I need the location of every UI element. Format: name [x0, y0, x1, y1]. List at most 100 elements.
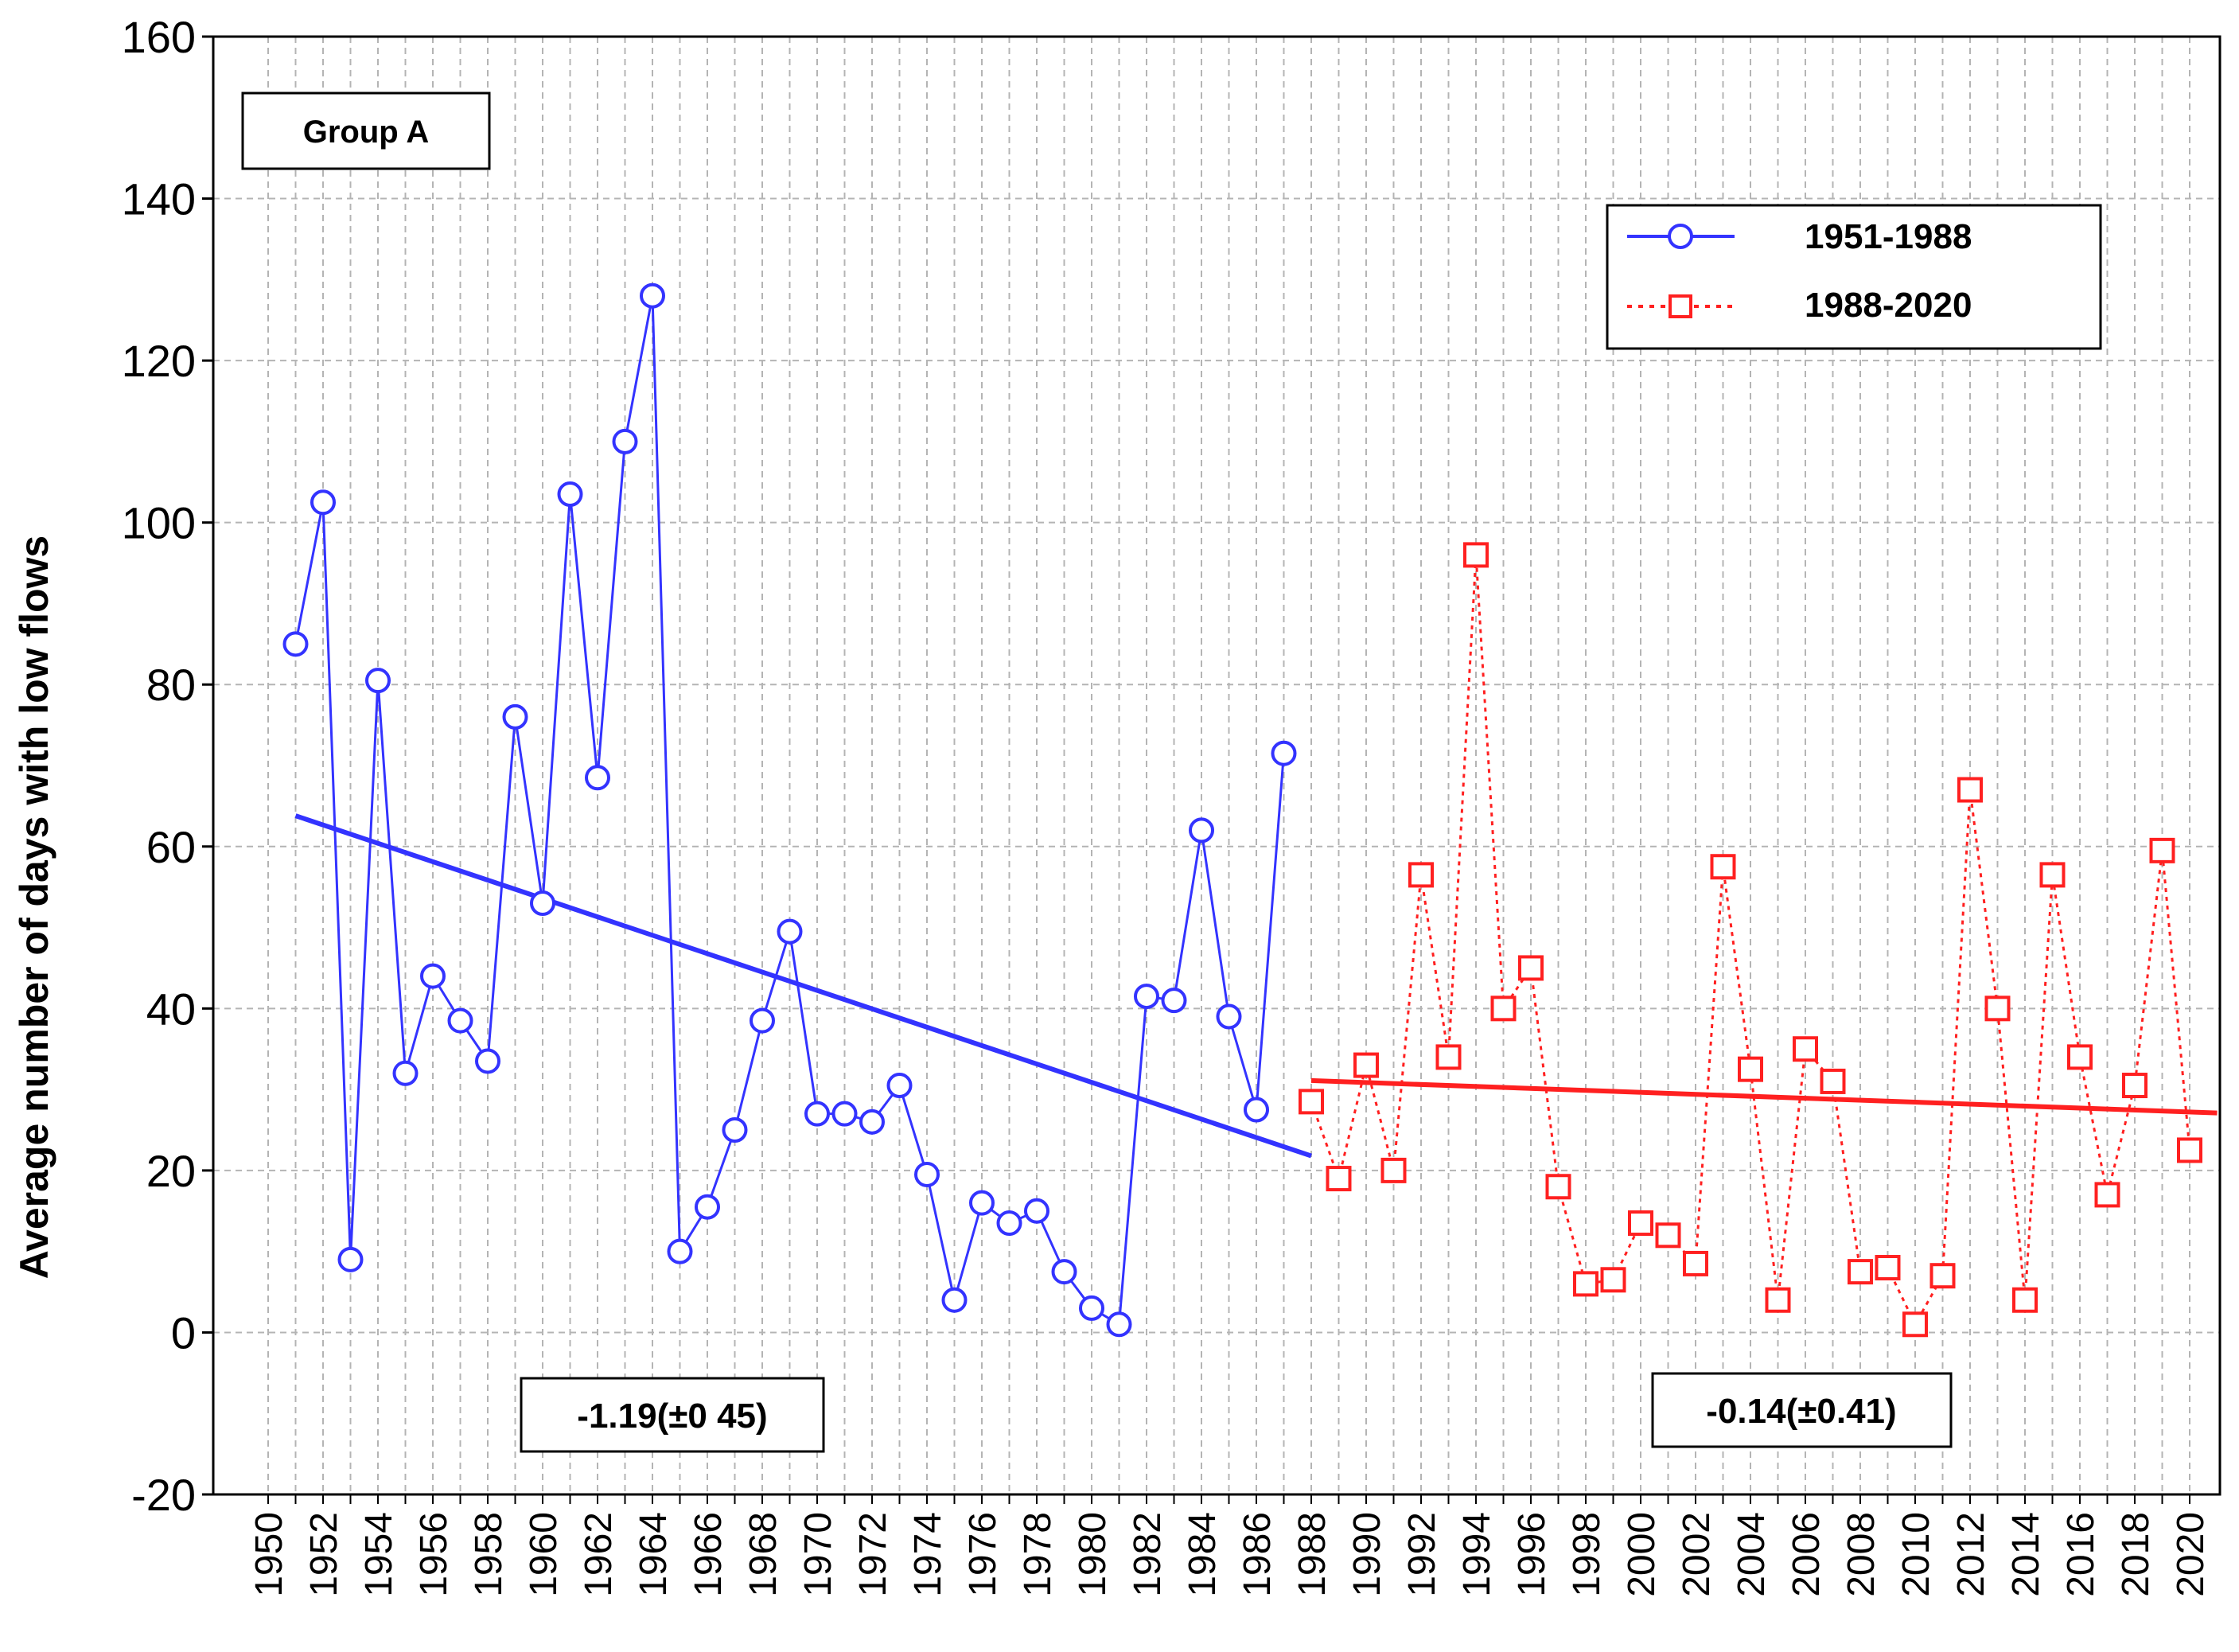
legend-marker-2: [1669, 294, 1692, 318]
data-point: [1463, 542, 1489, 568]
trend-line-1: [294, 813, 1312, 1159]
data-point: [282, 631, 309, 657]
data-point: [914, 1161, 940, 1187]
x-tick-label: 1968: [742, 1512, 785, 1597]
x-tick-label: 1952: [303, 1512, 345, 1597]
data-point: [2039, 862, 2066, 888]
data-point: [941, 1287, 968, 1313]
data-point: [1435, 1044, 1462, 1070]
data-point: [1545, 1174, 1571, 1200]
data-point: [667, 1238, 693, 1264]
x-tick-label: 1980: [1072, 1512, 1114, 1597]
data-point: [1244, 1097, 1269, 1123]
x-axis: 1950 1952 1954 1956 1958 1960 1962 1964 1966 1968…: [248, 1494, 2212, 1597]
x-tick-label: 1966: [687, 1512, 730, 1597]
y-tick-label: 0: [171, 1307, 196, 1358]
y-tick-label: 160: [122, 12, 196, 62]
data-point: [1902, 1311, 1928, 1338]
data-point: [2094, 1182, 2120, 1208]
data-point: [420, 963, 446, 989]
data-point: [502, 703, 528, 730]
y-axis: -20 0 20 40 60 80 100 120 140 160: [122, 12, 213, 1520]
data-point: [1189, 817, 1214, 844]
data-point: [1738, 1056, 1763, 1082]
data-point: [475, 1048, 500, 1074]
data-point: [1600, 1267, 1626, 1293]
y-tick-label: 120: [122, 336, 196, 386]
data-point: [365, 668, 391, 694]
data-point: [612, 428, 638, 454]
data-point: [392, 1060, 419, 1086]
y-tick-label: 40: [146, 984, 196, 1034]
trend-label-1: -1.19(±0 45): [577, 1397, 767, 1436]
x-tick-label: 1990: [1346, 1512, 1388, 1597]
data-point: [777, 918, 803, 945]
y-tick-label: 140: [122, 174, 196, 224]
y-tick-label: 60: [146, 822, 196, 872]
x-tick-label: 1970: [797, 1512, 839, 1597]
x-tick-label: 2000: [1621, 1512, 1663, 1597]
data-point: [2149, 837, 2175, 863]
series-group: [282, 282, 2218, 1338]
series-line-2: [1310, 553, 2191, 1326]
x-tick-label: 1988: [1291, 1512, 1334, 1597]
y-tick-label: -20: [131, 1470, 196, 1520]
data-point: [1573, 1271, 1598, 1297]
trend-box-2: -0.14(±0.41): [1651, 1372, 1953, 1448]
y-tick-label: 20: [146, 1146, 196, 1196]
x-tick-label: 1964: [633, 1512, 675, 1597]
plot-frame: [212, 35, 2221, 1496]
legend-label-1: 1951-1988: [1805, 217, 1972, 256]
x-tick-label: 2006: [1785, 1512, 1828, 1597]
x-tick-label: 1958: [468, 1512, 510, 1597]
data-point: [1326, 1166, 1352, 1192]
x-tick-label: 1996: [1511, 1512, 1553, 1597]
data-point: [1106, 1311, 1132, 1338]
x-tick-label: 1998: [1566, 1512, 1608, 1597]
legend-label-2: 1988-2020: [1805, 286, 1972, 325]
x-tick-label: 1984: [1182, 1512, 1224, 1597]
x-tick-label: 1974: [907, 1512, 949, 1597]
y-tick-label: 100: [122, 498, 196, 548]
trend-box-1-frame: [520, 1377, 825, 1453]
data-point: [1710, 854, 1736, 880]
data-point: [530, 890, 555, 917]
data-point: [1875, 1255, 1901, 1281]
data-point: [1079, 1295, 1104, 1321]
data-point: [1929, 1263, 1956, 1289]
data-point: [1765, 1287, 1791, 1313]
data-point: [640, 282, 665, 309]
trend-box-1: -1.19(±0 45): [520, 1377, 825, 1453]
x-tick-label: 1954: [358, 1512, 400, 1597]
grid: [213, 37, 2220, 1494]
x-tick-label: 2016: [2060, 1512, 2102, 1597]
data-point: [1655, 1222, 1681, 1249]
data-point: [831, 1101, 858, 1127]
data-point: [2067, 1044, 2093, 1070]
data-point: [996, 1210, 1022, 1237]
data-point: [1408, 862, 1434, 888]
data-point: [585, 765, 610, 791]
data-point: [1216, 1003, 1242, 1030]
x-tick-label: 1992: [1401, 1512, 1443, 1597]
x-tick-label: 2020: [2170, 1512, 2212, 1597]
x-tick-label: 1956: [413, 1512, 455, 1597]
data-point: [1161, 988, 1187, 1014]
data-point: [750, 1007, 775, 1034]
data-point: [969, 1190, 995, 1216]
data-point: [804, 1101, 830, 1127]
data-point: [1353, 1052, 1379, 1078]
data-point: [310, 489, 336, 516]
x-tick-label: 1986: [1236, 1512, 1279, 1597]
data-point: [722, 1117, 748, 1143]
data-point: [1051, 1259, 1077, 1285]
x-tick-label: 1976: [962, 1512, 1004, 1597]
data-point: [1134, 984, 1159, 1010]
legend-marker-1: [1668, 224, 1693, 249]
data-point: [859, 1108, 885, 1135]
x-tick-label: 1978: [1017, 1512, 1059, 1597]
data-point: [2012, 1287, 2038, 1313]
group-label-box: Group A: [241, 92, 491, 170]
data-point: [1490, 995, 1517, 1022]
x-tick-label: 2004: [1731, 1512, 1773, 1597]
